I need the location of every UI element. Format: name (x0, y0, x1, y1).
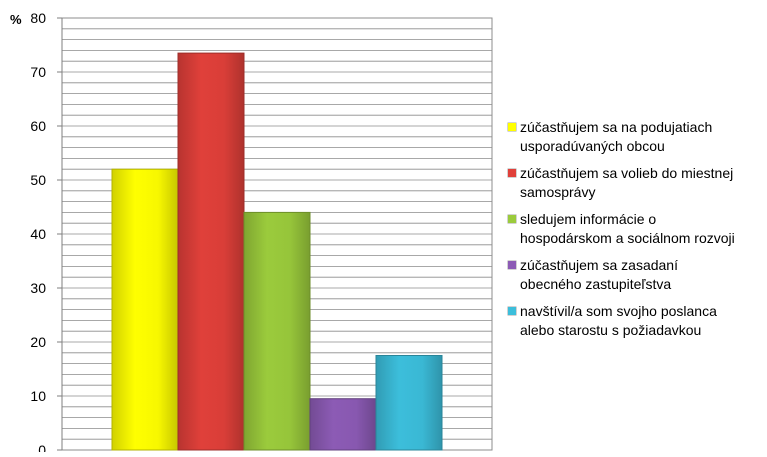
legend-item: navštívil/a som svojho poslanca alebo st… (508, 302, 766, 340)
y-tick-label: 10 (30, 388, 46, 404)
legend-item: zúčastňujem sa na podujatiach usporadúva… (508, 118, 766, 156)
legend-label: navštívil/a som svojho poslanca alebo st… (520, 303, 717, 338)
y-tick-label: 40 (30, 226, 46, 242)
y-tick-label: 70 (30, 64, 46, 80)
bar (309, 398, 377, 451)
legend-label: zúčastňujem sa volieb do miestnej samosp… (520, 165, 734, 200)
y-axis-unit-label: % (10, 12, 22, 27)
y-tick-label: 50 (30, 172, 46, 188)
y-tick-label: 30 (30, 280, 46, 296)
legend-swatch (508, 215, 516, 223)
bar (243, 211, 311, 451)
legend-item: sledujem informácie o hospodárskom a soc… (508, 210, 766, 248)
legend-swatch (508, 307, 516, 315)
legend-swatch (508, 261, 516, 269)
bar (375, 355, 443, 451)
y-tick-label: 20 (30, 334, 46, 350)
legend: zúčastňujem sa na podujatiach usporadúva… (508, 118, 766, 348)
legend-item: zúčastňujem sa zasadaní obecného zastupi… (508, 256, 766, 294)
legend-item: zúčastňujem sa volieb do miestnej samosp… (508, 164, 766, 202)
legend-label: sledujem informácie o hospodárskom a soc… (520, 211, 735, 246)
legend-label: zúčastňujem sa na podujatiach usporadúva… (520, 119, 713, 154)
bar (177, 52, 245, 451)
y-tick-label: 80 (30, 10, 46, 26)
legend-label: zúčastňujem sa zasadaní obecného zastupi… (520, 257, 678, 292)
legend-swatch (508, 169, 516, 177)
y-tick-label: 0 (38, 442, 46, 452)
bar (111, 168, 179, 451)
legend-swatch (508, 123, 516, 131)
y-tick-label: 60 (30, 118, 46, 134)
